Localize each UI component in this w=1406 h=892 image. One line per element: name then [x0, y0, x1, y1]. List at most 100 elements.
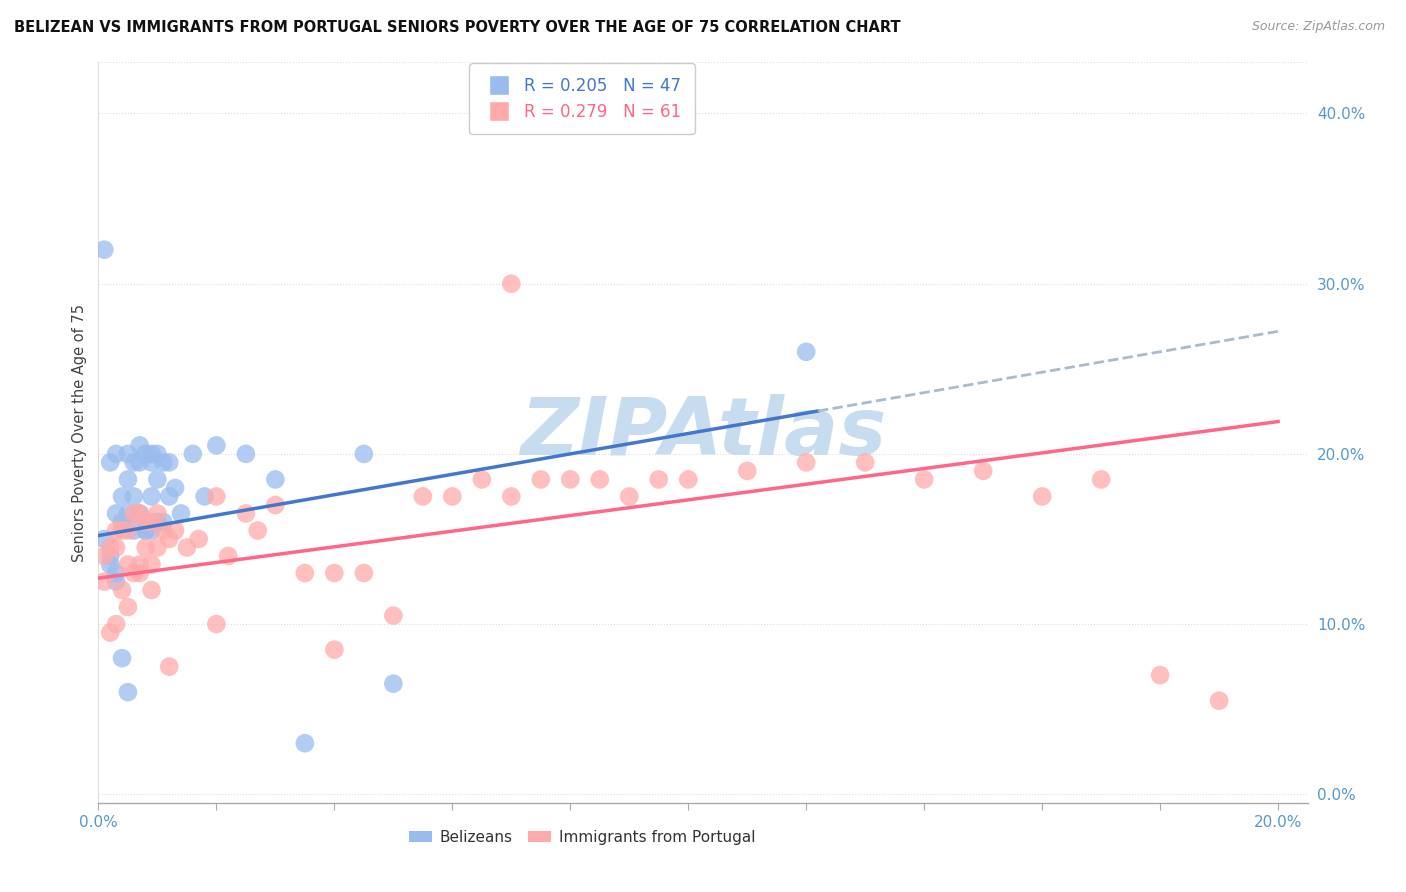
- Point: [1149, 668, 1171, 682]
- Point: [98, 625, 121, 640]
- Point: [853, 455, 876, 469]
- Point: [146, 541, 169, 555]
- Point: [246, 524, 269, 538]
- Point: [93, 549, 115, 563]
- Point: [205, 490, 228, 504]
- Point: [235, 447, 257, 461]
- Point: [105, 447, 128, 461]
- Point: [157, 659, 180, 673]
- Point: [117, 524, 139, 538]
- Point: [105, 617, 128, 632]
- Point: [181, 447, 204, 461]
- Point: [111, 582, 134, 597]
- Point: [128, 558, 150, 572]
- Point: [205, 617, 228, 632]
- Point: [353, 447, 375, 461]
- Point: [152, 455, 174, 469]
- Point: [135, 524, 157, 538]
- Legend: Belizeans, Immigrants from Portugal: Belizeans, Immigrants from Portugal: [404, 823, 761, 851]
- Point: [146, 515, 169, 529]
- Point: [135, 447, 157, 461]
- Point: [105, 541, 128, 555]
- Point: [1031, 490, 1053, 504]
- Point: [105, 507, 128, 521]
- Point: [146, 447, 169, 461]
- Point: [93, 574, 115, 589]
- Point: [501, 277, 523, 291]
- Point: [146, 507, 169, 521]
- Point: [117, 685, 139, 699]
- Point: [98, 541, 121, 555]
- Point: [187, 532, 209, 546]
- Point: [648, 472, 671, 486]
- Point: [382, 608, 405, 623]
- Point: [135, 515, 157, 529]
- Point: [111, 651, 134, 665]
- Point: [152, 524, 174, 538]
- Point: [589, 472, 612, 486]
- Point: [735, 464, 758, 478]
- Point: [353, 566, 375, 580]
- Y-axis label: Seniors Poverty Over the Age of 75: Seniors Poverty Over the Age of 75: [72, 303, 87, 562]
- Point: [294, 736, 316, 750]
- Point: [141, 524, 163, 538]
- Point: [794, 344, 817, 359]
- Point: [117, 600, 139, 615]
- Text: BELIZEAN VS IMMIGRANTS FROM PORTUGAL SENIORS POVERTY OVER THE AGE OF 75 CORRELAT: BELIZEAN VS IMMIGRANTS FROM PORTUGAL SEN…: [14, 20, 901, 35]
- Point: [165, 524, 187, 538]
- Point: [117, 507, 139, 521]
- Point: [157, 532, 180, 546]
- Point: [382, 676, 405, 690]
- Point: [323, 566, 346, 580]
- Point: [135, 524, 157, 538]
- Point: [105, 524, 128, 538]
- Point: [794, 455, 817, 469]
- Point: [111, 524, 134, 538]
- Point: [122, 507, 145, 521]
- Point: [141, 515, 163, 529]
- Point: [235, 507, 257, 521]
- Point: [530, 472, 553, 486]
- Point: [170, 507, 193, 521]
- Point: [678, 472, 700, 486]
- Point: [157, 455, 180, 469]
- Point: [128, 507, 150, 521]
- Point: [98, 455, 121, 469]
- Point: [294, 566, 316, 580]
- Point: [117, 447, 139, 461]
- Point: [128, 507, 150, 521]
- Point: [152, 515, 174, 529]
- Point: [122, 524, 145, 538]
- Point: [146, 472, 169, 486]
- Point: [619, 490, 641, 504]
- Point: [111, 515, 134, 529]
- Point: [128, 438, 150, 452]
- Point: [157, 490, 180, 504]
- Point: [141, 455, 163, 469]
- Point: [560, 472, 582, 486]
- Text: ZIPAtlas: ZIPAtlas: [520, 393, 886, 472]
- Point: [441, 490, 464, 504]
- Point: [141, 558, 163, 572]
- Point: [217, 549, 239, 563]
- Point: [165, 481, 187, 495]
- Point: [264, 472, 287, 486]
- Point: [1208, 694, 1230, 708]
- Point: [412, 490, 434, 504]
- Point: [135, 541, 157, 555]
- Point: [128, 455, 150, 469]
- Point: [117, 472, 139, 486]
- Point: [205, 438, 228, 452]
- Point: [122, 455, 145, 469]
- Point: [122, 566, 145, 580]
- Point: [128, 566, 150, 580]
- Point: [141, 582, 163, 597]
- Point: [972, 464, 994, 478]
- Point: [111, 490, 134, 504]
- Point: [93, 243, 115, 257]
- Point: [176, 541, 198, 555]
- Point: [912, 472, 935, 486]
- Text: Source: ZipAtlas.com: Source: ZipAtlas.com: [1251, 20, 1385, 33]
- Point: [501, 490, 523, 504]
- Point: [141, 447, 163, 461]
